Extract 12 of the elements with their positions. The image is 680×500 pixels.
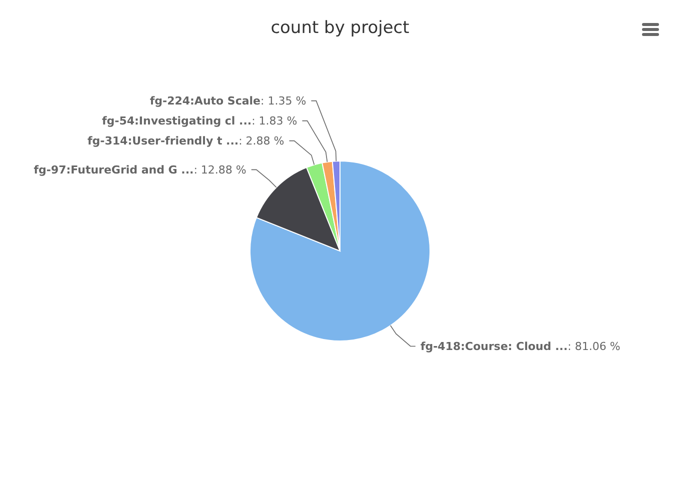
data-label: : 81.06 % bbox=[568, 340, 620, 354]
chart-title: count by project bbox=[270, 18, 410, 38]
slice-label: fg-314:User-friendly t ... bbox=[88, 134, 239, 148]
slice-label: fg-224:Auto Scale bbox=[150, 94, 261, 108]
data-label: : 2.88 % bbox=[238, 134, 284, 148]
slice-label: fg-97:FutureGrid and G ... bbox=[34, 164, 194, 177]
data-label: : 12.88 % bbox=[194, 164, 246, 177]
slice-label: fg-54:Investigating cl ... bbox=[102, 114, 252, 128]
data-label: : 1.83 % bbox=[252, 114, 298, 128]
data-label: : 1.35 % bbox=[260, 94, 306, 108]
pie-slice bbox=[250, 160, 430, 342]
slice-label: fg-418:Course: Cloud ... bbox=[420, 340, 568, 354]
